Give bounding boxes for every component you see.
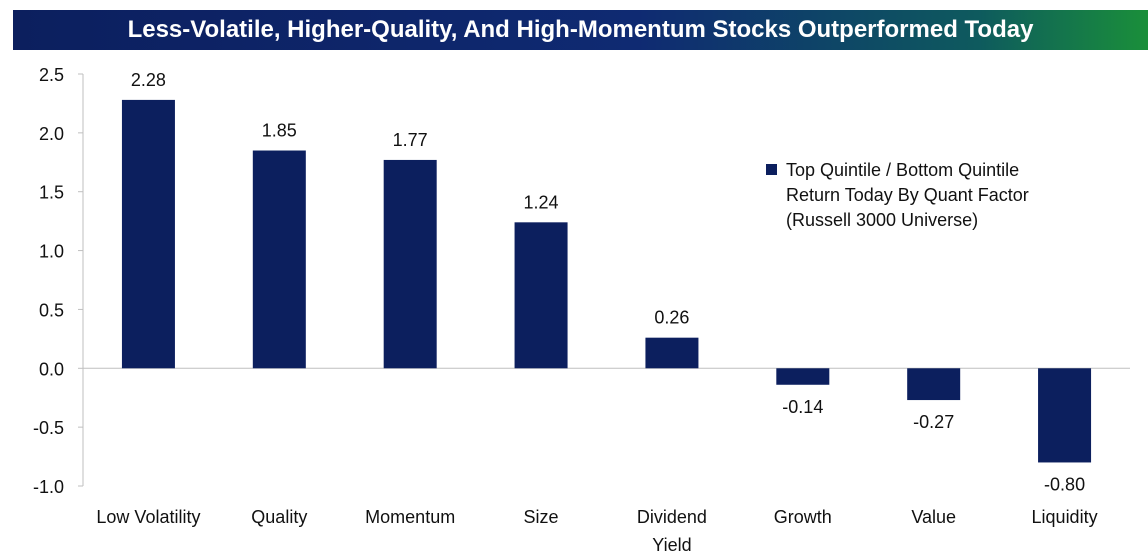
chart-title-banner: Less-Volatile, Higher-Quality, And High-…: [13, 10, 1148, 50]
x-tick-label: Growth: [774, 507, 832, 527]
x-tick-label: Momentum: [365, 507, 455, 527]
x-tick-label: Size: [524, 507, 559, 527]
y-tick-label: 2.0: [39, 124, 64, 144]
bar: [645, 337, 699, 369]
bar: [1038, 368, 1092, 463]
x-tick-label: Dividend: [637, 507, 707, 527]
value-labels: 2.28 1.85 1.77 1.24 0.26 -0.14 -0.27 -0.80: [131, 70, 1085, 495]
y-tick-label: 2.5: [39, 65, 64, 85]
legend-swatch: [766, 164, 777, 175]
x-tick-label: Liquidity: [1032, 507, 1098, 527]
bar: [121, 99, 175, 369]
legend: Top Quintile / Bottom Quintile Return To…: [766, 158, 1046, 233]
y-tick-label: -1.0: [33, 477, 64, 497]
data-label: -0.80: [1044, 474, 1085, 494]
data-label: 1.85: [262, 121, 297, 141]
bar: [776, 368, 830, 385]
bars: [121, 99, 1092, 463]
y-tick-label: 1.5: [39, 183, 64, 203]
legend-label: Top Quintile / Bottom Quintile Return To…: [786, 160, 1029, 230]
y-axis: 2.5 2.0 1.5 1.0 0.5 0.0 -0.5 -1.0: [33, 65, 1130, 497]
x-tick-label: Quality: [251, 507, 307, 527]
y-tick-label: -0.5: [33, 418, 64, 438]
data-label: 2.28: [131, 70, 166, 90]
x-tick-label: Yield: [652, 535, 691, 555]
data-label: -0.27: [913, 412, 954, 432]
x-tick-label: Value: [911, 507, 956, 527]
data-label: -0.14: [782, 397, 823, 417]
bar: [907, 368, 961, 401]
data-label: 1.24: [524, 192, 559, 212]
y-tick-label: 1.0: [39, 242, 64, 262]
y-tick-label: 0.5: [39, 300, 64, 320]
data-label: 0.26: [654, 308, 689, 328]
x-tick-label: Low Volatility: [96, 507, 200, 527]
data-label: 1.77: [393, 130, 428, 150]
bar: [383, 159, 437, 369]
chart-title: Less-Volatile, Higher-Quality, And High-…: [127, 16, 1034, 43]
x-axis-labels: Low Volatility Quality Momentum Size Dividen…: [96, 507, 1097, 555]
bar: [252, 150, 306, 369]
bar: [514, 222, 568, 369]
y-tick-label: 0.0: [39, 359, 64, 379]
